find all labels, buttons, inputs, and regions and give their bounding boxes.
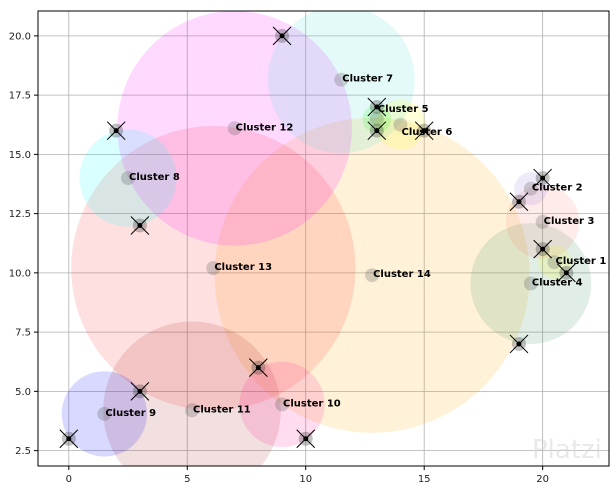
- y-tick-label: 17.5: [9, 91, 31, 102]
- cluster-circle: [375, 99, 426, 150]
- cluster-label: Cluster 6: [402, 127, 453, 138]
- cluster-center: [121, 171, 136, 186]
- point-dot: [516, 341, 522, 347]
- x-tick-label: 15: [418, 474, 431, 485]
- cluster-circle: [362, 104, 392, 134]
- data-point: [533, 239, 553, 259]
- y-tick-label: 10.0: [9, 268, 31, 279]
- cluster-circle: [514, 172, 548, 206]
- y-tick-label: 12.5: [9, 209, 31, 220]
- platzi-watermark: Platzi: [532, 435, 602, 465]
- point-dot: [540, 246, 546, 252]
- cluster-label: Cluster 5: [378, 104, 429, 115]
- cluster-circle: [103, 321, 281, 466]
- data-point: [130, 381, 150, 401]
- cluster-label: Cluster 2: [532, 183, 583, 194]
- cluster-circle: [537, 245, 572, 279]
- point-dot: [137, 388, 143, 394]
- cluster-label: Cluster 3: [544, 216, 595, 227]
- cluster-label: Cluster 12: [236, 122, 294, 133]
- data-point: [556, 263, 576, 283]
- data-point: [509, 334, 529, 354]
- cluster-center: [227, 121, 242, 136]
- cluster-center: [334, 72, 349, 87]
- cluster-label: Cluster 1: [556, 256, 607, 267]
- cluster-center: [206, 261, 221, 276]
- cluster-center: [369, 111, 384, 126]
- cluster-label: Cluster 8: [129, 172, 180, 183]
- cluster-center: [393, 117, 408, 132]
- cluster-center: [185, 403, 200, 418]
- data-point: [414, 121, 434, 141]
- data-point: [509, 192, 529, 212]
- cluster-center: [275, 397, 290, 412]
- cluster-circle: [79, 129, 177, 227]
- point-dot: [540, 175, 546, 181]
- point-dot: [421, 128, 427, 134]
- point-dot: [303, 436, 309, 442]
- point-dot: [563, 270, 569, 276]
- cluster-circle: [117, 11, 352, 246]
- data-point: [59, 429, 79, 449]
- cluster-label: Cluster 7: [342, 74, 393, 85]
- point-dot: [113, 128, 119, 134]
- cluster-circle: [239, 361, 325, 448]
- cluster-label: Cluster 11: [193, 404, 251, 415]
- cluster-circle: [214, 117, 530, 433]
- cluster-circle: [470, 223, 592, 344]
- data-point: [248, 358, 268, 378]
- x-tick-label: 0: [66, 474, 72, 485]
- cluster-center: [547, 255, 562, 270]
- cluster-label: Cluster 4: [532, 278, 583, 289]
- cluster-circle: [61, 371, 147, 457]
- point-dot: [516, 199, 522, 205]
- x-tick-label: 20: [536, 474, 549, 485]
- cluster-label: Cluster 13: [214, 262, 272, 273]
- point-dot: [66, 436, 72, 442]
- y-tick-label: 20.0: [9, 31, 31, 42]
- data-point: [533, 168, 553, 188]
- data-point: [367, 97, 387, 117]
- x-tick-label: 5: [184, 474, 190, 485]
- y-tick-label: 15.0: [9, 150, 31, 161]
- cluster-circle: [505, 185, 580, 259]
- data-point: [106, 121, 126, 141]
- cluster-center: [97, 406, 112, 421]
- data-points: [59, 26, 576, 449]
- point-dot: [137, 222, 143, 228]
- data-point: [130, 216, 150, 235]
- data-point: [272, 26, 292, 46]
- y-tick-label: 5.0: [15, 387, 31, 398]
- cluster-labels: Cluster 14 Cluster 13 Cluster 12 Cluster 11…: [105, 74, 606, 419]
- point-dot: [255, 365, 261, 371]
- grid: [38, 11, 609, 466]
- cluster-center: [523, 276, 538, 291]
- cluster-label: Cluster 14: [373, 269, 431, 280]
- data-point: [296, 429, 316, 449]
- y-tick-label: 7.5: [15, 328, 31, 339]
- plot-frame: [37, 10, 610, 467]
- point-dot: [279, 33, 285, 39]
- axis-ticks: 0 5 10 15 20 2.5 5.0 7.5 10.0 12.5 15.0 17.5 20.0: [9, 31, 549, 485]
- cluster-circle: [267, 11, 415, 154]
- cluster-label: Cluster 10: [283, 398, 341, 409]
- data-point: [367, 121, 387, 141]
- point-dot: [374, 104, 380, 110]
- point-dot: [374, 128, 380, 134]
- cluster-circle: [71, 125, 356, 411]
- x-tick-label: 10: [299, 474, 312, 485]
- cluster-center: [523, 181, 538, 196]
- cluster-label: Cluster 9: [105, 408, 156, 419]
- cluster-center: [535, 214, 550, 229]
- cluster-circles: [61, 11, 592, 466]
- cluster-center: [365, 268, 380, 283]
- y-tick-label: 2.5: [15, 446, 31, 457]
